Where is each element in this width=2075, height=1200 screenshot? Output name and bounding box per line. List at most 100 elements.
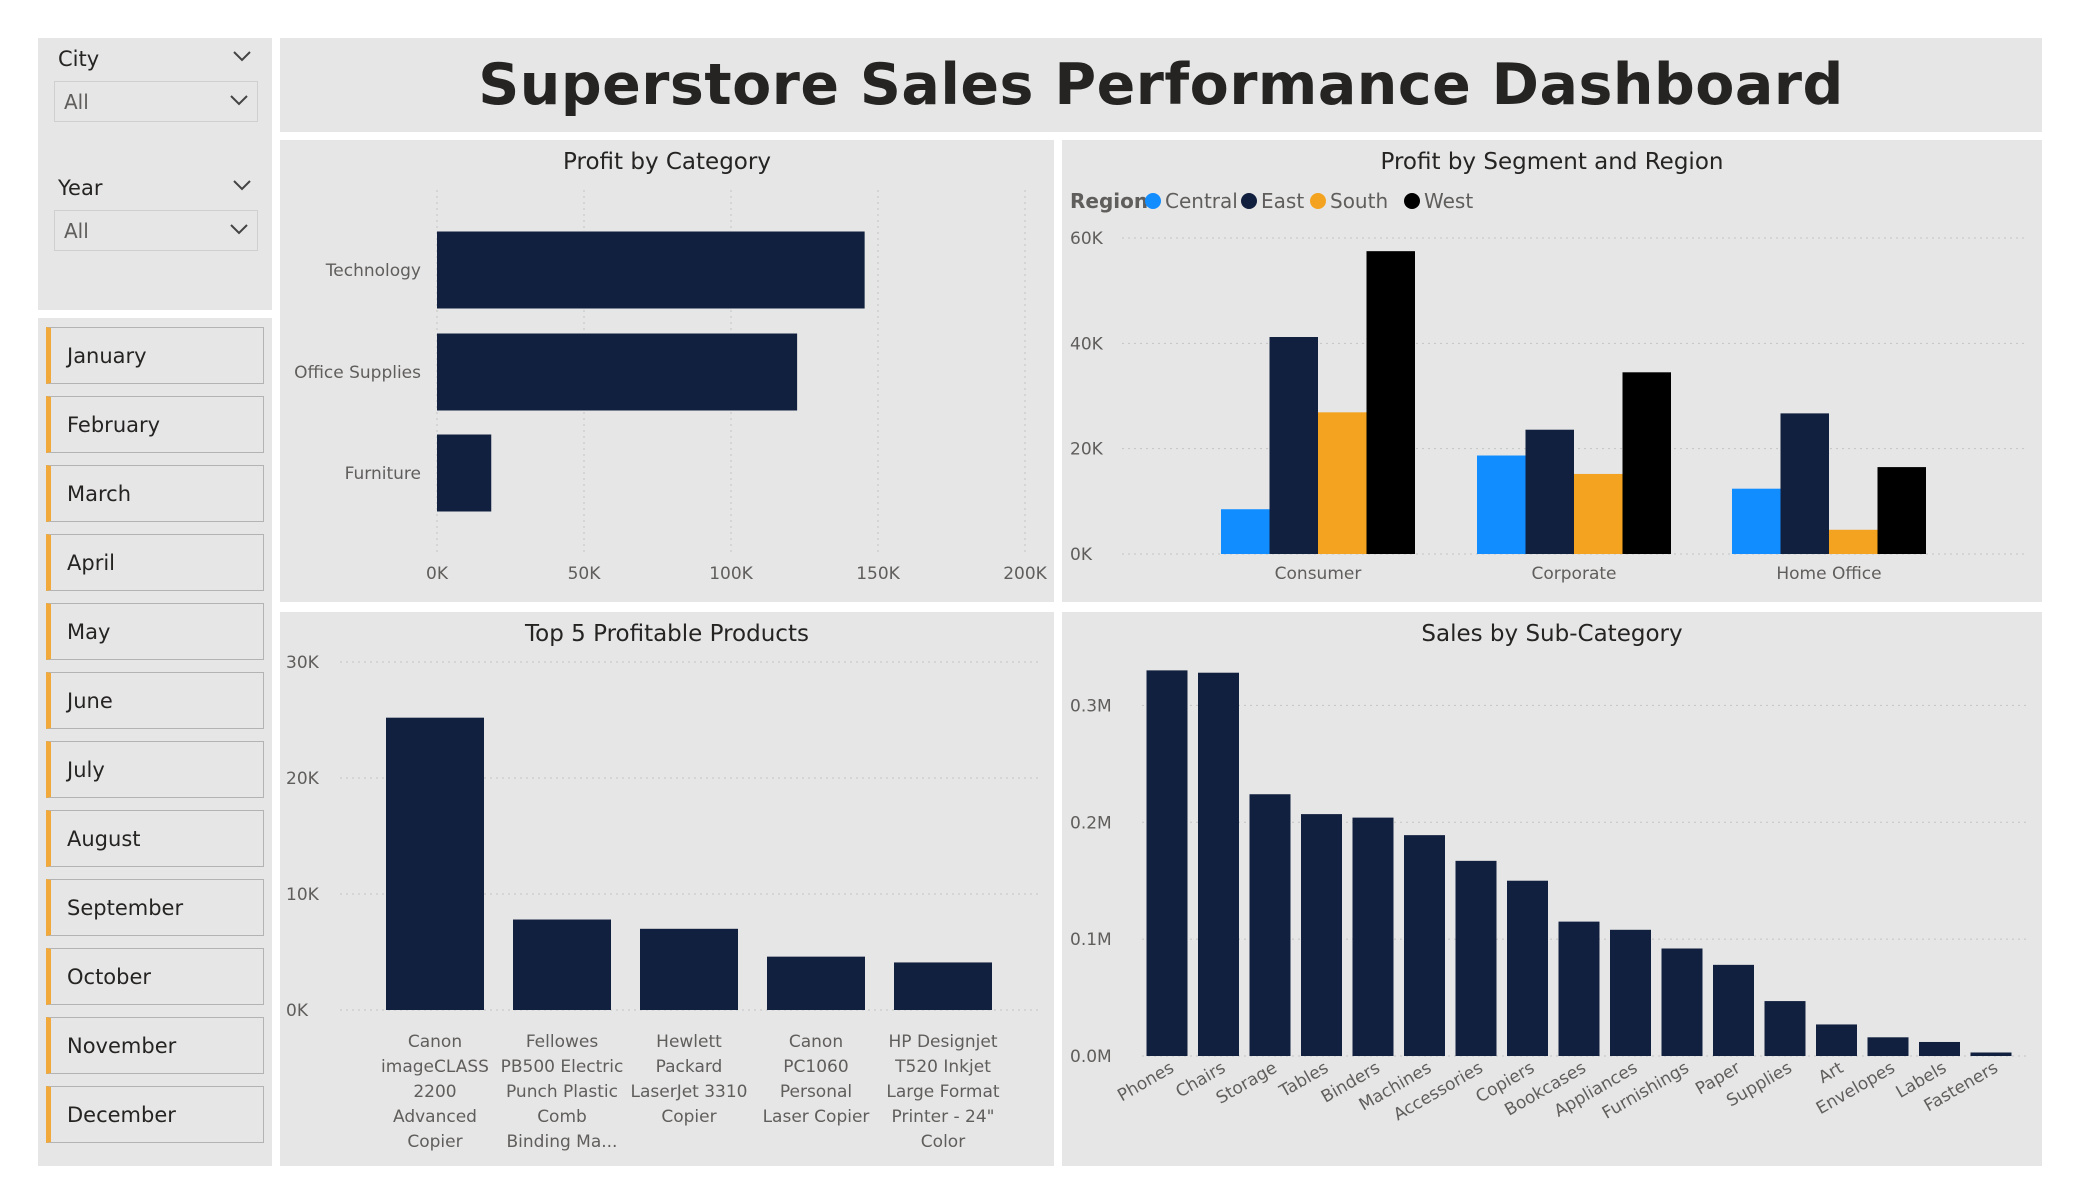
month-button-june[interactable]: June	[46, 672, 264, 729]
title-panel: Superstore Sales Performance Dashboard	[280, 38, 2042, 132]
y-tick-label: 10K	[286, 885, 320, 905]
month-button-october[interactable]: October	[46, 948, 264, 1005]
category-label: Art	[1815, 1058, 1847, 1088]
category-label: PC1060	[783, 1057, 848, 1077]
month-button-september[interactable]: September	[46, 879, 264, 936]
month-label: July	[67, 758, 105, 782]
chevron-down-icon	[230, 95, 248, 106]
bar	[1764, 1001, 1806, 1056]
category-label: Color	[921, 1132, 965, 1152]
month-label: March	[67, 482, 132, 506]
y-tick-label: 60K	[1070, 229, 1104, 249]
top5-products-chart: 0K 10K 20K 30K Canon imageCLASS 2200 Advanced Co…	[286, 653, 1040, 1152]
bar	[1816, 1024, 1857, 1056]
chart-title: Top 5 Profitable Products	[525, 621, 809, 647]
legend-entry: Central	[1165, 189, 1238, 213]
bar	[1829, 529, 1878, 554]
legend-marker	[1310, 193, 1326, 209]
category-label: Printer - 24"	[892, 1107, 995, 1127]
month-button-july[interactable]: July	[46, 741, 264, 798]
month-label: October	[67, 965, 152, 989]
legend-marker	[1404, 193, 1420, 209]
chart-title: Profit by Segment and Region	[1380, 149, 1724, 175]
category-label: Laser Copier	[763, 1107, 870, 1127]
filter-panel: City All Year All	[38, 38, 272, 310]
legend-marker	[1241, 193, 1257, 209]
bar	[1574, 473, 1623, 554]
profit-by-segment-region-chart: 0K 20K 40K 60K Region Central East South West Con…	[1070, 189, 2027, 584]
month-label: September	[67, 896, 184, 920]
month-label: November	[67, 1034, 177, 1058]
month-label: May	[67, 620, 111, 644]
month-button-april[interactable]: April	[46, 534, 264, 591]
bar	[1146, 670, 1188, 1056]
category-label: LaserJet 3310	[631, 1082, 748, 1102]
year-filter-label: Year	[58, 176, 103, 200]
bar	[437, 434, 492, 512]
bar	[767, 956, 865, 1010]
category-label: T520 Inkjet	[894, 1057, 991, 1077]
bar	[1610, 929, 1651, 1056]
year-dropdown[interactable]: All	[54, 210, 258, 251]
y-tick-label: 0K	[286, 1001, 309, 1021]
city-dropdown[interactable]: All	[54, 81, 258, 122]
category-label: Copier	[661, 1107, 716, 1127]
bar	[1525, 429, 1574, 554]
bar	[1366, 251, 1415, 554]
month-label: April	[67, 551, 115, 575]
bar	[1198, 672, 1239, 1056]
bar	[513, 919, 611, 1010]
category-label: Personal	[780, 1082, 852, 1102]
bar	[640, 928, 738, 1010]
category-label: Consumer	[1275, 564, 1362, 584]
x-tick-label: 200K	[1003, 564, 1047, 584]
category-label: imageCLASS	[381, 1057, 489, 1077]
month-button-december[interactable]: December	[46, 1086, 264, 1143]
month-label: February	[67, 413, 161, 437]
chart-title: Profit by Category	[563, 149, 771, 175]
x-tick-label: 150K	[856, 564, 900, 584]
category-label: 2200	[413, 1082, 456, 1102]
y-tick-label: 0K	[1070, 545, 1093, 565]
city-filter-label: City	[58, 47, 100, 71]
category-label: Phones	[1114, 1058, 1177, 1106]
category-label: Advanced	[393, 1107, 477, 1127]
bar	[1558, 921, 1600, 1056]
category-label: Binding Ma...	[507, 1132, 618, 1152]
month-button-august[interactable]: August	[46, 810, 264, 867]
month-button-may[interactable]: May	[46, 603, 264, 660]
page-title: Superstore Sales Performance Dashboard	[478, 52, 1844, 118]
legend-title: Region	[1070, 189, 1148, 213]
bar	[386, 717, 484, 1010]
month-button-november[interactable]: November	[46, 1017, 264, 1074]
month-label: January	[67, 344, 147, 368]
sales-by-subcategory-chart: 0.0M0.1M0.2M0.3MPhonesChairsStorageTable…	[1070, 670, 2030, 1125]
bar	[1269, 337, 1318, 554]
month-button-january[interactable]: January	[46, 327, 264, 384]
bar	[1713, 964, 1754, 1056]
y-tick-label: 30K	[286, 653, 320, 673]
month-label: August	[67, 827, 141, 851]
bar	[1919, 1041, 1960, 1056]
month-button-february[interactable]: February	[46, 396, 264, 453]
category-label: HP Designjet	[889, 1032, 998, 1052]
category-label: Comb	[537, 1107, 587, 1127]
bar	[1455, 860, 1497, 1056]
y-tick-label: 0.0M	[1070, 1047, 1112, 1067]
y-tick-label: 0.3M	[1070, 696, 1112, 716]
chevron-down-icon[interactable]	[232, 179, 252, 191]
profit-by-segment-region-panel: Profit by Segment and Region 0K 20K 40K 60K…	[1062, 140, 2042, 602]
y-tick-label: 20K	[1070, 440, 1104, 460]
chevron-down-icon[interactable]	[232, 50, 252, 62]
category-label: PB500 Electric	[501, 1057, 624, 1077]
chevron-down-icon	[230, 224, 248, 235]
bar	[437, 231, 865, 309]
category-label: Hewlett	[656, 1032, 722, 1052]
month-label: December	[67, 1103, 176, 1127]
bar	[1970, 1052, 2012, 1056]
legend-marker	[1145, 193, 1161, 209]
bar	[1477, 455, 1526, 554]
y-tick-label: 0.1M	[1070, 930, 1112, 950]
month-button-march[interactable]: March	[46, 465, 264, 522]
chart-title: Sales by Sub-Category	[1421, 621, 1683, 647]
